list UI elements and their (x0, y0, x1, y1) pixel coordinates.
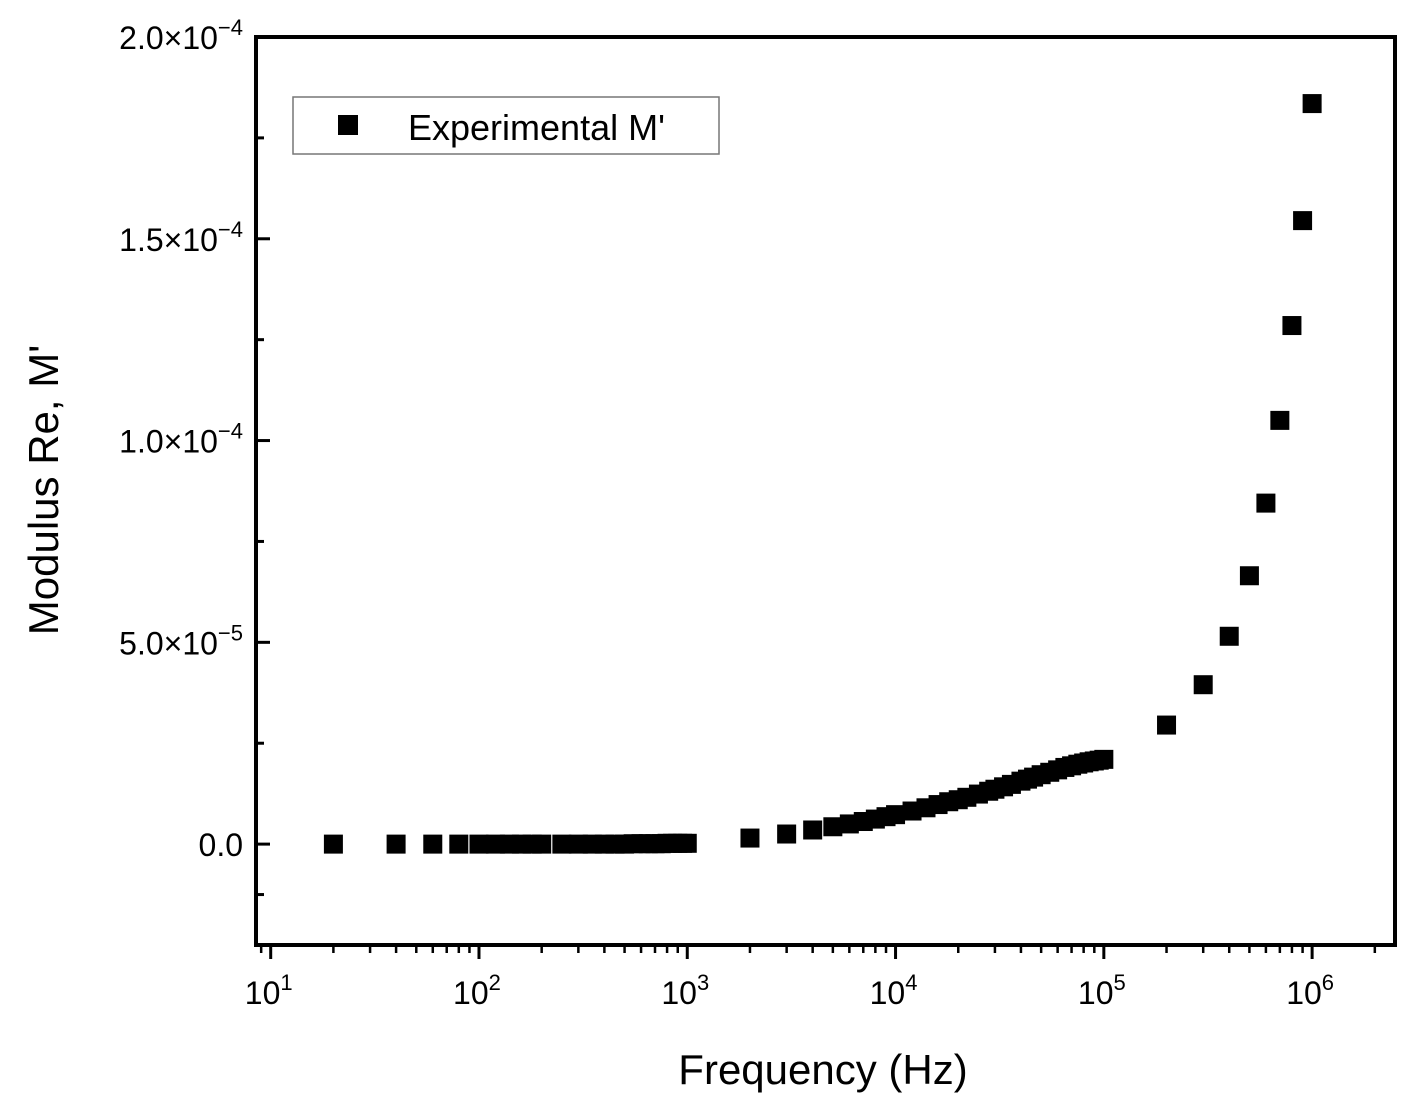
data-point (1256, 493, 1276, 513)
x-tick-label: 103 (661, 970, 709, 1011)
data-point (1157, 715, 1177, 735)
data-point (323, 834, 343, 854)
data-point (386, 834, 406, 854)
data-point (1282, 316, 1302, 336)
data-point (449, 834, 469, 854)
x-tick-label: 101 (245, 970, 293, 1011)
data-points (323, 94, 1322, 854)
x-axis-ticks: 101 102 103 104 105 106 (245, 945, 1377, 1011)
y-axis-label: Modulus Re, M' (20, 345, 67, 635)
x-axis-label: Frequency (Hz) (678, 1046, 967, 1093)
data-point (777, 824, 797, 844)
y-tick-label: 1.0×10−4 (119, 419, 243, 460)
data-point (1302, 94, 1322, 114)
data-point (886, 805, 906, 825)
y-axis-ticks: 0.0 5.0×10−5 1.0×10−4 1.5×10−4 2.0×10−4 (119, 15, 270, 897)
y-tick-label: 5.0×10−5 (119, 620, 243, 661)
legend-box (292, 96, 720, 155)
legend: Experimental M' (292, 96, 720, 155)
y-tick-label: 0.0 (199, 827, 243, 863)
data-point (1193, 675, 1213, 695)
data-point (532, 834, 552, 854)
data-point (1239, 566, 1259, 586)
x-tick-label: 102 (453, 970, 501, 1011)
y-tick-label: 1.5×10−4 (119, 217, 243, 258)
data-point (469, 834, 489, 854)
legend-label: Experimental M' (408, 107, 665, 148)
x-tick-label: 105 (1078, 970, 1126, 1011)
data-point (740, 828, 760, 848)
data-point (552, 834, 572, 854)
data-point (1293, 211, 1313, 231)
data-point (1094, 749, 1114, 769)
data-point (1219, 626, 1239, 646)
x-tick-label: 104 (870, 970, 918, 1011)
data-point (803, 820, 823, 840)
data-point (423, 834, 443, 854)
legend-marker (338, 115, 358, 135)
y-tick-label: 2.0×10−4 (119, 15, 243, 56)
data-point (677, 833, 697, 853)
data-point (823, 817, 843, 837)
x-tick-label: 106 (1286, 970, 1334, 1011)
plot-frame (254, 35, 1397, 947)
data-point (1270, 410, 1290, 430)
